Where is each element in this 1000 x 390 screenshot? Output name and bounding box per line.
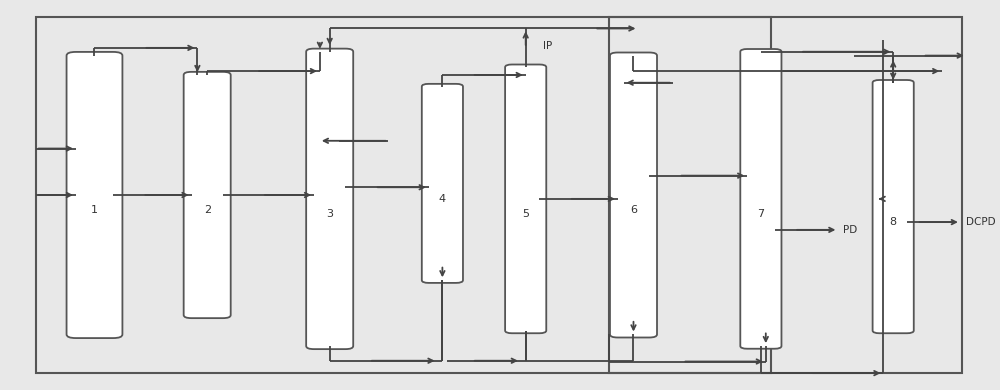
FancyBboxPatch shape [740, 49, 781, 349]
Text: 6: 6 [630, 206, 637, 216]
FancyBboxPatch shape [184, 72, 231, 318]
Text: 5: 5 [522, 209, 529, 219]
Text: IP: IP [543, 41, 553, 51]
FancyBboxPatch shape [67, 52, 122, 338]
Text: 7: 7 [757, 209, 764, 219]
FancyBboxPatch shape [306, 49, 353, 349]
Bar [36, 17, 771, 373]
Text: PD: PD [843, 225, 857, 235]
Text: 4: 4 [439, 194, 446, 204]
Text: DCPD: DCPD [966, 217, 995, 227]
Bar [609, 17, 962, 373]
Text: 1: 1 [91, 206, 98, 216]
FancyBboxPatch shape [422, 84, 463, 283]
FancyBboxPatch shape [505, 64, 546, 333]
Text: 2: 2 [204, 206, 211, 216]
FancyBboxPatch shape [610, 53, 657, 337]
Text: 8: 8 [890, 217, 897, 227]
FancyBboxPatch shape [873, 80, 914, 333]
Text: 3: 3 [326, 209, 333, 219]
